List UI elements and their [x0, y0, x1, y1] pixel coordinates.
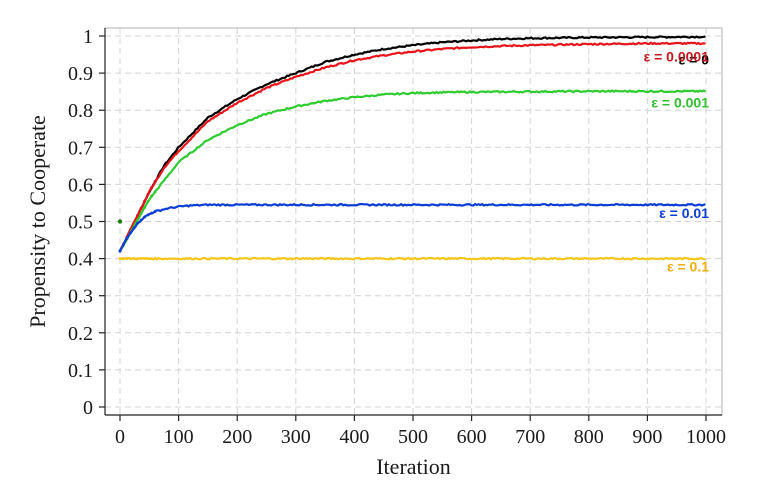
x-axis-title: Iteration	[376, 454, 451, 479]
data-point	[146, 192, 150, 196]
series-line	[119, 256, 706, 261]
data-point	[129, 257, 132, 260]
grid	[105, 28, 722, 415]
data-point	[125, 236, 129, 240]
series-layer	[117, 35, 706, 261]
data-point	[136, 218, 139, 222]
data-point	[153, 257, 157, 260]
y-tick-label: 0.9	[68, 63, 93, 85]
series-label: ε = 0.0001	[644, 48, 710, 64]
y-axis-title: Propensity to Cooperate	[25, 115, 50, 328]
y-tick-label: 0	[83, 397, 93, 419]
data-point	[122, 257, 125, 260]
data-point	[129, 231, 132, 235]
data-point	[136, 214, 139, 217]
x-tick-label: 600	[457, 426, 487, 448]
x-tick-label: 1000	[686, 426, 726, 448]
axes	[99, 28, 722, 421]
data-point	[132, 226, 136, 230]
x-tick-label: 400	[339, 426, 369, 448]
data-point	[118, 257, 122, 260]
y-tick-labels: 0 0.1 0.2 0.3 0.4 0.5 0.6 0.7 0.8 0.9 1	[68, 26, 93, 419]
series-line	[119, 89, 706, 252]
y-tick-label: 0.7	[68, 137, 93, 159]
series-4	[118, 256, 706, 261]
data-point	[153, 180, 157, 184]
y-tick-label: 0.3	[68, 286, 93, 308]
data-point	[139, 257, 143, 260]
series-0	[118, 35, 706, 253]
y-tick-label: 0.1	[68, 360, 93, 382]
y-tick-label: 0.2	[68, 323, 93, 345]
data-point	[139, 218, 143, 222]
start-marker	[117, 219, 123, 224]
series-3	[118, 202, 706, 253]
x-tick-label: 300	[281, 426, 311, 448]
data-point	[153, 210, 157, 213]
data-point	[146, 257, 150, 260]
data-point	[150, 257, 154, 260]
data-point	[118, 249, 122, 253]
y-tick-label: 0.4	[68, 249, 93, 271]
data-point	[125, 257, 129, 260]
x-tick-label: 800	[574, 426, 604, 448]
series-line	[119, 202, 706, 252]
x-tick-label: 100	[164, 426, 194, 448]
data-point	[136, 257, 139, 260]
data-point	[143, 215, 147, 219]
series-label: ε = 0.01	[659, 205, 709, 221]
series-label: ε = 0.001	[651, 94, 709, 110]
data-point	[153, 190, 157, 194]
data-point	[139, 212, 143, 216]
data-point	[139, 207, 143, 210]
data-point	[146, 199, 150, 203]
series-labels: ε = 0ε = 0.0001 ε = 0.001 ε = 0.01 ε = 0.1	[644, 48, 710, 274]
data-point	[132, 257, 136, 260]
series-line	[119, 41, 706, 252]
x-tick-label: 700	[515, 426, 545, 448]
x-tick-label: 500	[398, 426, 428, 448]
x-tick-label: 900	[632, 426, 662, 448]
data-point	[150, 211, 154, 215]
x-tick-labels: 0 100 200 300 400 500 600 700 800 900 1000	[115, 426, 726, 448]
data-point	[150, 186, 154, 190]
series-line	[119, 35, 706, 252]
data-point	[143, 199, 147, 203]
data-point	[143, 257, 147, 260]
y-tick-label: 0.6	[68, 174, 93, 196]
y-tick-label: 1	[83, 26, 93, 48]
x-tick-label: 200	[222, 426, 252, 448]
data-point	[136, 221, 139, 225]
y-tick-label: 0.5	[68, 212, 93, 234]
y-tick-label: 0.8	[68, 100, 93, 122]
data-point	[150, 194, 154, 198]
series-2	[118, 89, 706, 253]
data-point	[146, 213, 150, 217]
data-point	[122, 243, 125, 246]
x-tick-label: 0	[115, 426, 125, 448]
series-label: ε = 0	[679, 52, 710, 68]
series-label: ε = 0.1	[667, 259, 709, 275]
data-point	[143, 206, 147, 209]
